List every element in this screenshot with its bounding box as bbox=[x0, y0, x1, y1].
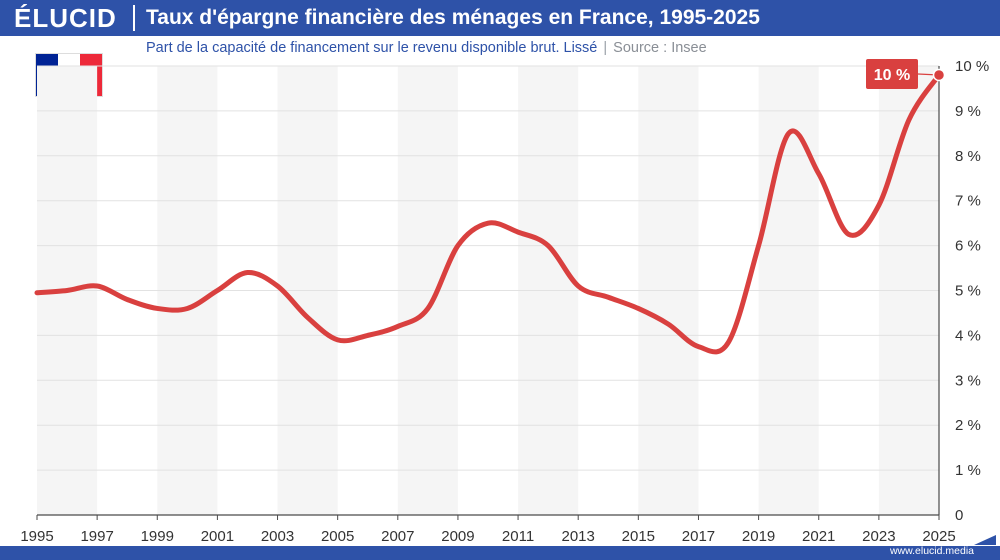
subtitle-divider: | bbox=[603, 40, 608, 56]
chart-band bbox=[518, 66, 579, 515]
y-tick-label: 2 % bbox=[955, 417, 981, 434]
chart-band bbox=[277, 66, 338, 515]
annotation-connector bbox=[917, 73, 940, 76]
x-tick-label: 2011 bbox=[502, 528, 534, 545]
x-tick-label: 2003 bbox=[261, 528, 294, 545]
x-tick-label: 2021 bbox=[802, 528, 835, 545]
chart-band bbox=[157, 66, 218, 515]
flag-blue-stripe bbox=[36, 54, 58, 96]
x-tick-label: 1995 bbox=[20, 528, 53, 545]
x-tick-label: 2007 bbox=[381, 528, 414, 545]
end-point-marker bbox=[932, 68, 946, 82]
y-tick-label: 6 % bbox=[955, 238, 981, 255]
subtitle-row: Part de la capacité de financement sur l… bbox=[146, 38, 707, 58]
x-tick-label: 1999 bbox=[141, 528, 174, 545]
x-tick-label: 2009 bbox=[441, 528, 474, 545]
x-tick-label: 2015 bbox=[622, 528, 655, 545]
y-tick-label: 9 % bbox=[955, 103, 981, 120]
y-tick-label: 3 % bbox=[955, 372, 981, 389]
x-tick-label: 2025 bbox=[922, 528, 955, 545]
chart-subtitle: Part de la capacité de financement sur l… bbox=[146, 40, 598, 56]
y-tick-label: 1 % bbox=[955, 462, 981, 479]
header-divider bbox=[133, 5, 135, 31]
y-tick-label: 7 % bbox=[955, 193, 981, 210]
header-bar: ÉLUCID Taux d'épargne financière des mén… bbox=[0, 0, 1000, 36]
annotation-badge bbox=[866, 59, 918, 89]
chart-band bbox=[397, 66, 458, 515]
x-tick-label: 1997 bbox=[80, 528, 113, 545]
y-tick-label: 5 % bbox=[955, 283, 981, 300]
x-tick-label: 2019 bbox=[742, 528, 775, 545]
footer-accent bbox=[974, 535, 996, 545]
flag-white-stripe bbox=[58, 54, 80, 96]
france-flag-icon bbox=[36, 54, 102, 96]
x-tick-label: 2023 bbox=[862, 528, 895, 545]
annotation-label: 10 % bbox=[874, 67, 910, 84]
y-tick-label: 4 % bbox=[955, 327, 981, 344]
chart-band bbox=[37, 66, 98, 515]
x-tick-label: 2013 bbox=[562, 528, 595, 545]
x-tick-label: 2017 bbox=[682, 528, 715, 545]
footer-url[interactable]: www.elucid.media bbox=[889, 545, 974, 557]
page-title: Taux d'épargne financière des ménages en… bbox=[146, 6, 760, 29]
y-tick-label: 8 % bbox=[955, 148, 981, 165]
chart-source: Source : Insee bbox=[613, 40, 707, 56]
x-tick-label: 2005 bbox=[321, 528, 354, 545]
series-line bbox=[34, 72, 942, 355]
footer-bar: www.elucid.media bbox=[0, 545, 1000, 560]
brand-logo[interactable]: ÉLUCID bbox=[14, 3, 117, 33]
chart-band bbox=[878, 66, 939, 515]
chart-band bbox=[758, 66, 819, 515]
y-tick-label: 0 bbox=[955, 507, 963, 524]
y-tick-label: 10 % bbox=[955, 58, 989, 75]
flag-red-stripe bbox=[80, 54, 102, 96]
chart-band bbox=[638, 66, 699, 515]
x-tick-label: 2001 bbox=[201, 528, 234, 545]
